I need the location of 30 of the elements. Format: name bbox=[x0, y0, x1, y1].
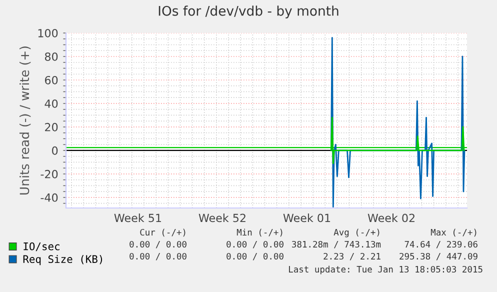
x-tick-label: Week 02 bbox=[368, 214, 414, 222]
text: 0.00 / 0.00 bbox=[130, 252, 186, 260]
text: Last update: Tue Jan 13 18:05:03 2015 bbox=[289, 266, 482, 274]
y-tick-label: -40 bbox=[40, 193, 58, 202]
text: 0.00 / 0.00 bbox=[226, 252, 284, 260]
y-tick-label: 100 bbox=[38, 28, 58, 38]
legend-label: Req Size (KB) bbox=[23, 254, 102, 266]
text: Cur (-/+) bbox=[140, 228, 186, 237]
y-tick-label: 0 bbox=[52, 146, 58, 155]
text: 2.23 / 2.21 bbox=[324, 252, 380, 260]
y-tick-label: -20 bbox=[40, 170, 58, 178]
y-tick-label: 60 bbox=[45, 76, 58, 84]
x-tick-label: Week 01 bbox=[283, 214, 330, 222]
y-tick-label: 80 bbox=[44, 52, 58, 61]
text: Min (-/+) bbox=[236, 228, 282, 237]
line-series bbox=[330, 37, 466, 208]
x-tick-label: Week 52 bbox=[198, 214, 246, 222]
chart-title: IOs for /dev/vdb - by month bbox=[158, 6, 338, 18]
x-tick-label: Week 51 bbox=[114, 214, 161, 222]
text: 74.64 / 239.06 bbox=[404, 240, 478, 248]
text: 295.38 / 447.09 bbox=[400, 252, 478, 260]
y-tick-label: 20 bbox=[45, 122, 58, 132]
text: 0.00 / 0.00 bbox=[130, 240, 186, 248]
text: Avg (-/+) bbox=[334, 228, 380, 238]
legend-label: IO/sec bbox=[24, 242, 60, 252]
text: 0.00 / 0.00 bbox=[226, 240, 284, 248]
text: 381.28m / 743.13m bbox=[292, 240, 381, 248]
text: Max (-/+) bbox=[430, 228, 476, 237]
y-axis-title: Units read (-) / write (+) bbox=[20, 46, 31, 194]
y-tick-label: 40 bbox=[44, 99, 58, 108]
